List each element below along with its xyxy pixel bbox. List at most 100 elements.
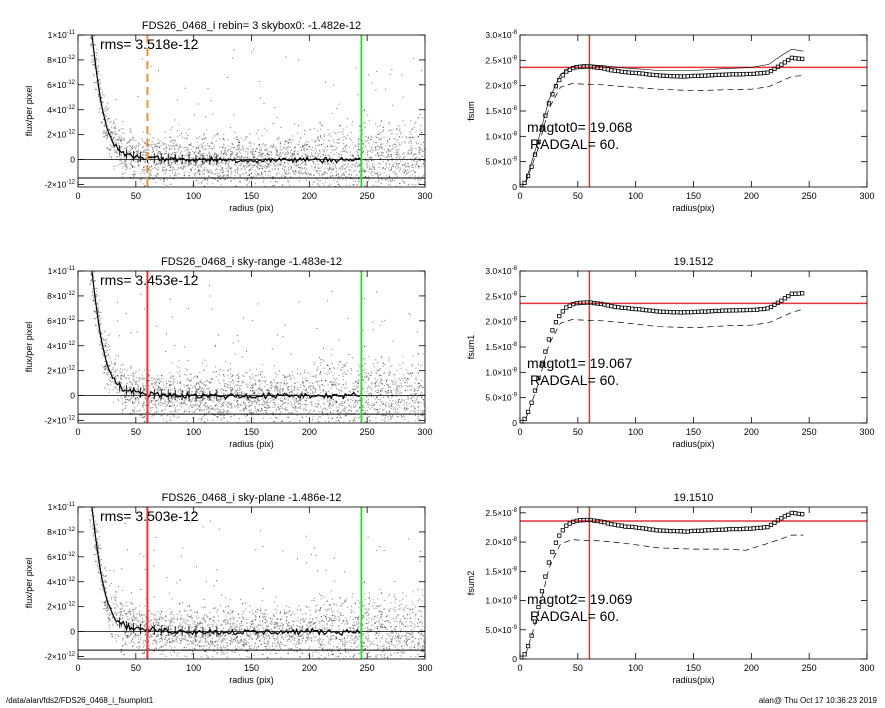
pixel-point	[150, 155, 152, 157]
pixel-point	[277, 168, 279, 170]
pixel-point	[165, 152, 167, 154]
pixel-point	[113, 146, 115, 148]
pixel-point	[405, 385, 407, 387]
pixel-point	[134, 383, 137, 385]
pixel-point	[194, 162, 196, 164]
pixel-point	[214, 409, 216, 411]
pixel-point	[168, 163, 170, 165]
pixel-point	[174, 139, 176, 141]
pixel-point	[387, 178, 389, 180]
pixel-point	[419, 419, 421, 421]
pixel-point	[180, 166, 182, 169]
pixel-point	[215, 140, 217, 142]
pixel-point	[294, 164, 296, 166]
pixel-point	[367, 176, 369, 178]
pixel-point	[350, 398, 352, 400]
pixel-point	[417, 415, 419, 417]
pixel-point	[394, 138, 396, 140]
pixel-point	[166, 185, 168, 187]
pixel-point	[379, 163, 382, 165]
pixel-point	[253, 391, 256, 393]
pixel-point	[220, 162, 222, 164]
pixel-point	[246, 179, 248, 181]
pixel-point	[98, 94, 100, 96]
pixel-point	[342, 375, 344, 377]
pixel-point	[138, 369, 140, 371]
pixel-point	[93, 310, 95, 312]
pixel-point	[346, 151, 348, 153]
pixel-point	[402, 379, 404, 381]
pixel-point	[217, 163, 219, 165]
pixel-point	[344, 409, 346, 412]
pixel-point	[105, 115, 107, 117]
pixel-point	[270, 161, 272, 163]
pixel-point	[161, 375, 163, 377]
pixel-point	[357, 400, 359, 402]
pixel-point	[216, 133, 218, 135]
pixel-point	[409, 136, 411, 139]
pixel-point	[296, 165, 298, 167]
pixel-point	[223, 410, 225, 412]
pixel-point	[110, 132, 112, 134]
pixel-point	[221, 396, 223, 398]
pixel-point	[203, 409, 205, 411]
pixel-point	[103, 372, 105, 374]
pixel-point	[380, 154, 382, 157]
pixel-point	[324, 420, 326, 422]
pixel-point	[268, 163, 270, 165]
pixel-point	[111, 145, 113, 147]
pixel-point	[180, 167, 182, 169]
pixel-point	[219, 374, 221, 376]
pixel-point	[156, 378, 159, 381]
pixel-point	[310, 174, 312, 176]
pixel-point	[268, 407, 270, 409]
pixel-point	[243, 375, 245, 377]
pixel-point	[137, 152, 139, 155]
pixel-point	[270, 380, 272, 383]
pixel-point	[203, 388, 205, 391]
pixel-point	[182, 403, 184, 405]
pixel-point	[270, 397, 272, 399]
pixel-point	[304, 379, 306, 381]
pixel-point	[274, 106, 276, 108]
pixel-point	[257, 138, 259, 140]
pixel-point	[152, 137, 154, 139]
pixel-point	[170, 419, 172, 421]
pixel-point	[257, 165, 259, 167]
pixel-point	[339, 361, 341, 363]
pixel-point	[93, 74, 95, 76]
pixel-point	[394, 143, 397, 145]
pixel-point	[153, 163, 155, 165]
pixel-point	[364, 122, 366, 124]
pixel-point	[390, 150, 392, 152]
pixel-point	[347, 400, 349, 402]
pixel-point	[385, 88, 386, 90]
pixel-point	[261, 153, 263, 155]
pixel-point	[120, 154, 122, 156]
pixel-point	[174, 148, 176, 150]
pixel-point	[292, 154, 294, 156]
pixel-point	[310, 385, 312, 387]
pixel-point	[123, 387, 125, 389]
pixel-point	[214, 392, 216, 394]
pixel-point	[237, 173, 239, 175]
pixel-point	[104, 132, 106, 134]
pixel-point	[305, 400, 307, 402]
pixel-point	[104, 110, 106, 112]
pixel-point	[173, 144, 175, 147]
pixel-point	[138, 388, 140, 390]
pixel-point	[351, 167, 353, 169]
pixel-point	[195, 165, 197, 167]
pixel-point	[176, 163, 178, 166]
pixel-point	[165, 406, 167, 408]
pixel-point	[232, 57, 234, 59]
pixel-point	[266, 399, 269, 401]
pixel-point	[254, 157, 256, 159]
pixel-point	[186, 389, 188, 391]
pixel-point	[392, 383, 394, 385]
pixel-point	[332, 162, 334, 165]
pixel-point	[413, 387, 416, 389]
pixel-point	[242, 374, 244, 376]
pixel-point	[227, 165, 229, 167]
pixel-point	[305, 141, 307, 143]
